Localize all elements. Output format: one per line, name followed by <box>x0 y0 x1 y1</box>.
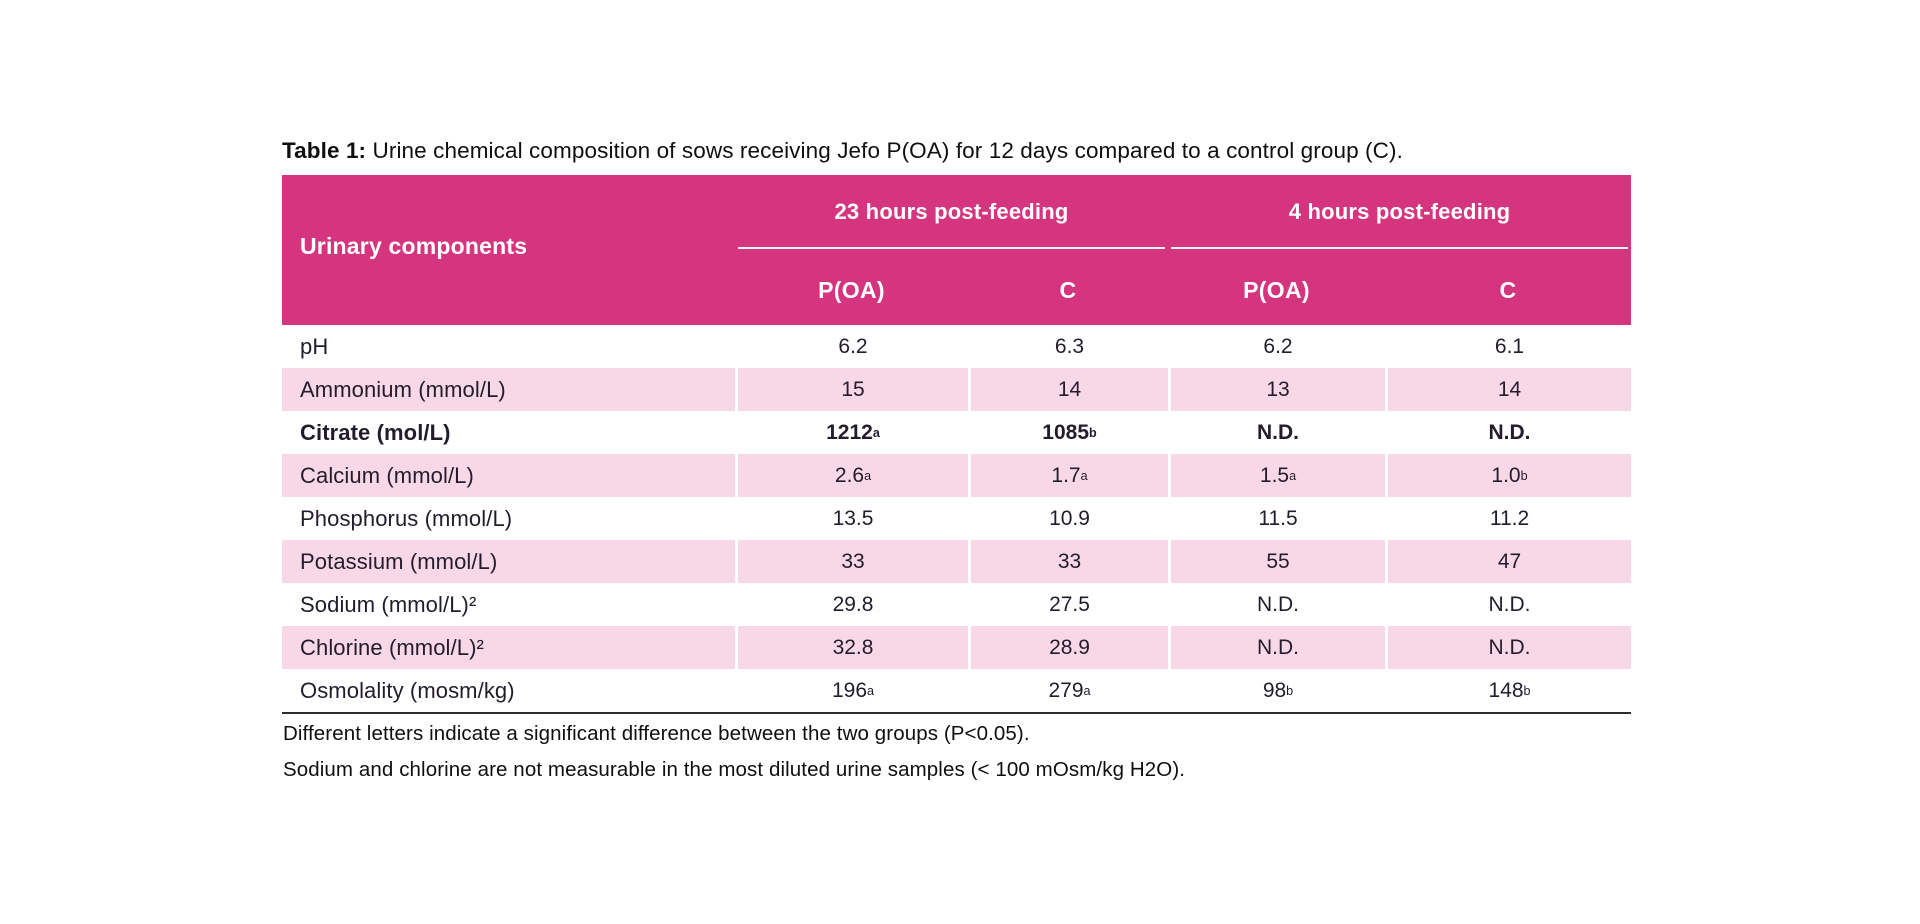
table-header: Urinary components 23 hours post-feeding… <box>282 175 1631 325</box>
cell-value: 28.9 <box>968 626 1168 669</box>
table-row: Osmolality (mosm/kg) 196 a 279 a 98 b 148 b <box>282 669 1631 712</box>
cell-value: N.D. <box>1385 583 1631 626</box>
footnotes: Different letters indicate a significant… <box>283 722 1185 794</box>
table-row: Citrate (mol/L) 1212 a 1085 b N.D. N.D. <box>282 411 1631 454</box>
cell-value: N.D. <box>1385 411 1631 454</box>
row-label: Phosphorus (mmol/L) <box>300 505 513 531</box>
data-table: Urinary components 23 hours post-feeding… <box>282 175 1631 714</box>
row-label: Potassium (mmol/L) <box>300 548 498 574</box>
footnote-measurability: Sodium and chlorine are not measurable i… <box>283 758 1186 781</box>
sub-header-spacer <box>282 271 735 304</box>
cell-value: 1212 a <box>735 411 968 454</box>
footnote-significance: Different letters indicate a significant… <box>283 722 1030 745</box>
cell-value: N.D. <box>1168 626 1385 669</box>
column-group-4h: 4 hours post-feeding <box>1171 175 1628 249</box>
table-row: Sodium (mmol/L)² 29.8 27.5 N.D. N.D. <box>282 583 1631 626</box>
cell-value: 2.6 a <box>735 454 968 497</box>
cell-value: 1085 b <box>968 411 1168 454</box>
cell-value: 1.7 a <box>968 454 1168 497</box>
cell-value: 13 <box>1168 368 1385 411</box>
cell-value: N.D. <box>1168 411 1385 454</box>
cell-value: 279 a <box>968 669 1168 712</box>
table-row: Ammonium (mmol/L) 15 14 13 14 <box>282 368 1631 411</box>
cell-value: 196 a <box>735 669 968 712</box>
cell-value: 11.2 <box>1385 497 1631 540</box>
cell-value: 11.5 <box>1168 497 1385 540</box>
row-label: Ammonium (mmol/L) <box>300 376 506 402</box>
row-label: Osmolality (mosm/kg) <box>300 677 515 703</box>
cell-value: 33 <box>968 540 1168 583</box>
cell-value: 98 b <box>1168 669 1385 712</box>
cell-value: 6.3 <box>968 325 1168 368</box>
cell-value: 1.5 a <box>1168 454 1385 497</box>
cell-value: 6.2 <box>1168 325 1385 368</box>
row-label: Chlorine (mmol/L)² <box>300 634 484 660</box>
table-row: pH 6.2 6.3 6.2 6.1 <box>282 325 1631 368</box>
column-group-23h: 23 hours post-feeding <box>738 175 1165 249</box>
table-caption: Table 1: Urine chemical composition of s… <box>282 138 1403 164</box>
cell-value: 148 b <box>1385 669 1631 712</box>
row-label: Citrate (mol/L) <box>300 419 451 445</box>
sub-header-poa-4h: P(OA) <box>1243 277 1310 303</box>
table-row: Phosphorus (mmol/L) 13.5 10.9 11.5 11.2 <box>282 497 1631 540</box>
table-caption-prefix: Table 1: <box>282 138 367 163</box>
cell-value: 6.1 <box>1385 325 1631 368</box>
cell-value: 33 <box>735 540 968 583</box>
cell-value: 47 <box>1385 540 1631 583</box>
cell-value: 10.9 <box>968 497 1168 540</box>
cell-value: 55 <box>1168 540 1385 583</box>
cell-value: 6.2 <box>735 325 968 368</box>
cell-value: 27.5 <box>968 583 1168 626</box>
column-groups: 23 hours post-feeding 4 hours post-feedi… <box>735 175 1631 249</box>
table-row: Potassium (mmol/L) 33 33 55 47 <box>282 540 1631 583</box>
table-row: Calcium (mmol/L) 2.6 a 1.7 a 1.5 a 1.0 b <box>282 454 1631 497</box>
cell-value: 13.5 <box>735 497 968 540</box>
cell-value: 1.0 b <box>1385 454 1631 497</box>
row-header-label: Urinary components <box>300 233 528 259</box>
cell-value: 14 <box>1385 368 1631 411</box>
row-label: pH <box>300 333 329 359</box>
cell-value: N.D. <box>1168 583 1385 626</box>
sub-header-c-4h: C <box>1499 277 1517 303</box>
cell-value: 14 <box>968 368 1168 411</box>
row-label: Sodium (mmol/L)² <box>300 591 477 617</box>
cell-value: 29.8 <box>735 583 968 626</box>
table-body: pH 6.2 6.3 6.2 6.1 Ammonium (mmol/L) 15 14 13 14 C… <box>282 325 1631 714</box>
table-caption-text: Urine chemical composition of sows recei… <box>366 138 1403 163</box>
table-row: Chlorine (mmol/L)² 32.8 28.9 N.D. N.D. <box>282 626 1631 669</box>
sub-header-poa-23h: P(OA) <box>818 277 885 303</box>
sub-header-c-23h: C <box>1059 277 1077 303</box>
cell-value: 15 <box>735 368 968 411</box>
cell-value: 32.8 <box>735 626 968 669</box>
row-label: Calcium (mmol/L) <box>300 462 474 488</box>
cell-value: N.D. <box>1385 626 1631 669</box>
sub-header-row: P(OA) C P(OA) C <box>282 271 1631 304</box>
